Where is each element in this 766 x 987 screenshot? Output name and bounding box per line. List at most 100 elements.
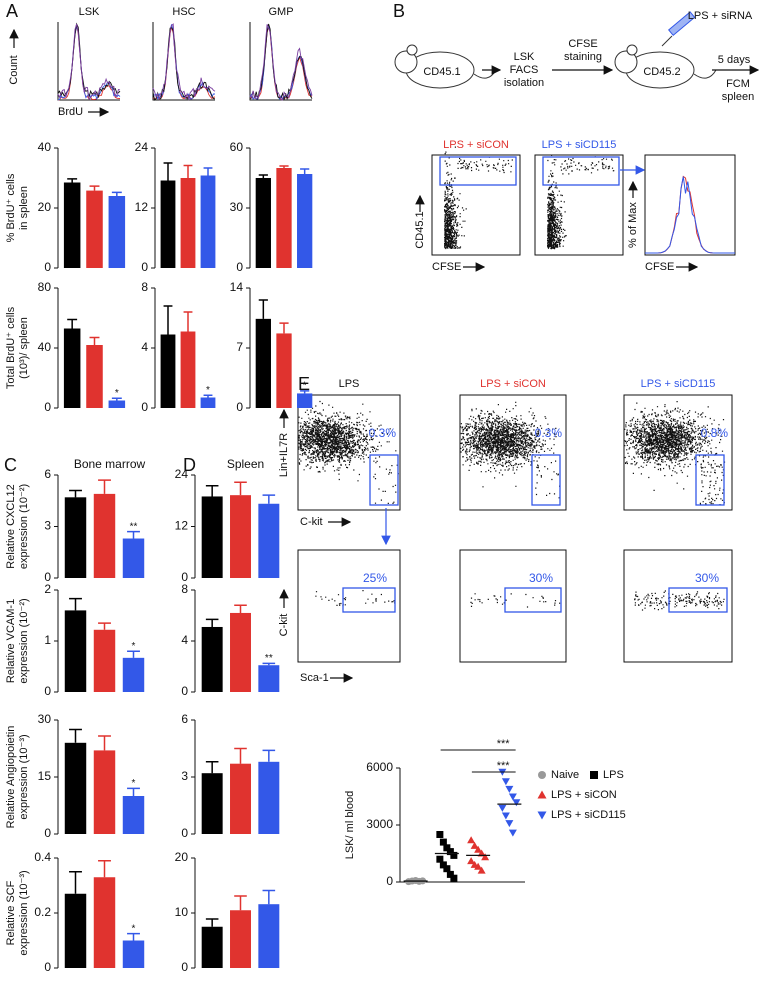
bar: [180, 178, 196, 268]
y-tick-label: 6: [181, 712, 188, 726]
y-tick-label: 12: [175, 519, 189, 533]
y-axis-label: Total BrdU⁺ cells: [5, 306, 17, 389]
bar: [86, 190, 103, 268]
point: [481, 853, 490, 861]
y-tick-label: 6: [44, 467, 51, 481]
error-bar: [69, 728, 82, 743]
syringe-needle: [661, 35, 673, 47]
bar: [230, 495, 251, 578]
y-tick-label: 0: [44, 826, 51, 840]
panel-label: D: [183, 455, 196, 475]
error-bar: [234, 895, 247, 911]
histogram-trace: [152, 26, 216, 101]
gate: [342, 587, 396, 613]
histogram-title: LSK: [79, 6, 100, 18]
y-tick-label: 8: [141, 280, 148, 294]
bar: [201, 773, 223, 834]
error-bar: [67, 178, 78, 183]
y-tick-label: 0.2: [34, 905, 51, 919]
error-bar: [98, 735, 111, 751]
syringe: [667, 11, 696, 37]
error-bar: [262, 749, 276, 762]
chart-title: Bone marrow: [74, 457, 146, 471]
histogram-frame: [249, 22, 312, 101]
error-bar: [234, 604, 247, 613]
error-bar: [89, 336, 100, 345]
error-bar: [67, 318, 78, 329]
error-bar: [234, 481, 247, 496]
y-tick-label: 0: [236, 260, 243, 274]
error-bar: [279, 322, 289, 334]
point: [505, 785, 514, 793]
panel-label: B: [393, 1, 405, 21]
y-tick-label: 0: [181, 570, 188, 584]
error-bar: [127, 530, 140, 539]
bar: [230, 612, 251, 692]
panel-label: A: [6, 1, 18, 21]
y-tick-label: 0: [44, 960, 51, 974]
bar: [255, 178, 271, 268]
bar: [230, 910, 251, 968]
bar: [201, 496, 223, 578]
bar: [122, 796, 145, 834]
y-tick-label: 14: [230, 280, 244, 294]
flow-title: LPS: [339, 378, 360, 390]
point: [498, 804, 507, 812]
error-bar: [163, 162, 173, 181]
error-bar: [111, 191, 122, 196]
point: [443, 844, 451, 852]
error-bar: [279, 165, 289, 168]
gate: [695, 454, 725, 506]
significance: *: [206, 385, 210, 396]
legend-marker: [590, 771, 598, 779]
legend-label: LPS + siCON: [551, 789, 617, 801]
step-label: FCM: [726, 78, 750, 90]
significance: *: [303, 380, 307, 391]
gate-percent: 0.3%: [369, 426, 397, 440]
bar: [64, 610, 87, 692]
bar: [64, 742, 87, 834]
bar: [160, 334, 176, 408]
y-tick-label: 0: [236, 400, 243, 414]
error-bar: [300, 390, 310, 394]
significance: *: [132, 778, 136, 789]
bar: [201, 926, 223, 968]
point: [501, 812, 510, 820]
y-axis-label: in spleen: [18, 186, 30, 230]
bar: [93, 629, 116, 692]
point: [467, 836, 476, 844]
point: [450, 874, 458, 882]
mouse-label: CD45.1: [423, 66, 460, 78]
y-tick-label: 0: [44, 684, 51, 698]
y-tick-label: 7: [236, 340, 243, 354]
y-tick-label: 30: [38, 712, 52, 726]
error-bar: [127, 932, 140, 941]
histogram-trace: [645, 176, 735, 254]
bar: [63, 182, 81, 268]
bar: [258, 665, 280, 692]
histogram-trace: [152, 23, 216, 101]
y-axis-label: Relative SCF: [5, 880, 17, 945]
error-bar: [258, 174, 268, 178]
point: [436, 831, 444, 838]
y-tick-label: 20: [175, 850, 189, 864]
bar: [258, 761, 280, 834]
bar: [64, 497, 87, 578]
y-tick-label: 0: [44, 400, 51, 414]
error-bar: [98, 860, 111, 878]
flow-title: LPS + siCD115: [641, 378, 716, 390]
bar: [122, 657, 145, 692]
flow-y-label: Lin+IL7R: [278, 433, 290, 477]
flow-y-label: C-kit: [278, 614, 290, 637]
gate: [369, 454, 399, 506]
error-bar: [203, 394, 213, 398]
y-axis-label: (10³)/ spleen: [18, 317, 30, 379]
error-bar: [203, 167, 213, 176]
y-tick-label: 0.4: [34, 850, 51, 864]
histogram-trace: [249, 24, 313, 101]
error-bar: [183, 164, 193, 178]
y-tick-label: 24: [135, 140, 149, 154]
y-tick-label: 0: [386, 874, 393, 888]
legend-label: LPS + siCD115: [551, 809, 626, 821]
